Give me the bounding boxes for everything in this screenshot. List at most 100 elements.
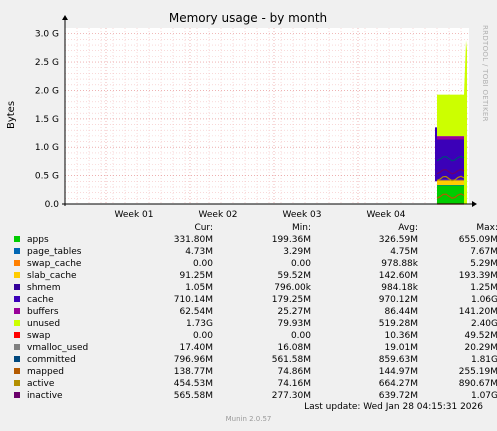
legend-name: committed <box>27 355 76 365</box>
legend-name: swap_cache <box>27 259 82 269</box>
legend-min: 79.93M <box>277 319 311 329</box>
legend-name: vmalloc_used <box>27 343 89 353</box>
legend-min: 16.08M <box>277 343 311 353</box>
legend-swatch <box>14 356 20 362</box>
legend-cur: 4.73M <box>185 247 213 257</box>
legend-max: 1.25M <box>470 283 497 293</box>
plot-area <box>65 28 469 204</box>
y-tick-label: 0.5 G <box>35 172 59 182</box>
legend-name: active <box>27 379 55 389</box>
line-committed <box>436 155 465 162</box>
header-cur: Cur: <box>194 223 213 233</box>
legend-swatch <box>14 296 20 302</box>
legend-cur: 138.77M <box>173 367 213 377</box>
legend-max: 1.81G <box>470 355 497 365</box>
munin-version: Munin 2.0.57 <box>225 415 272 423</box>
y-tick-label: 0.0 <box>45 200 60 210</box>
legend-swatch <box>14 320 20 326</box>
legend-min: 277.30M <box>271 391 311 401</box>
legend-avg: 664.27M <box>378 379 418 389</box>
rrdtool-credit: RRDTOOL / TOBI OETIKER <box>481 25 489 122</box>
legend-max: 20.29M <box>464 343 497 353</box>
legend-avg: 4.75M <box>390 247 418 257</box>
legend-avg: 519.28M <box>378 319 418 329</box>
line-mapped <box>436 193 465 199</box>
legend-max: 5.29M <box>470 259 497 269</box>
legend-max: 655.09M <box>458 235 497 245</box>
legend-min: 561.58M <box>271 355 311 365</box>
x-tick-label: Week 03 <box>283 210 322 220</box>
legend-min: 25.27M <box>277 307 311 317</box>
x-tick-label: Week 01 <box>115 210 154 220</box>
legend-avg: 970.12M <box>378 295 418 305</box>
legend-avg: 978.88k <box>381 259 418 269</box>
area-unused-spike <box>464 40 467 204</box>
memory-chart: Memory usage - by month Bytes RRDTOOL / … <box>6 11 489 220</box>
legend-max: 1.06G <box>470 295 497 305</box>
legend-name: cache <box>27 295 54 305</box>
legend-cur: 91.25M <box>179 271 213 281</box>
legend-swatch <box>14 332 20 338</box>
legend-name: swap <box>27 331 51 341</box>
y-axis-arrow <box>62 15 68 20</box>
legend-min: 0.00 <box>290 259 311 269</box>
legend-name: unused <box>27 319 61 329</box>
legend-min: 796.00k <box>274 283 311 293</box>
legend-avg: 984.18k <box>381 283 418 293</box>
legend-cur: 796.96M <box>173 355 213 365</box>
area-buffers <box>437 136 464 140</box>
legend-cur: 0.00 <box>192 259 213 269</box>
y-tick-label: 1.0 G <box>35 143 59 153</box>
legend-name: inactive <box>27 391 63 401</box>
legend-name: slab_cache <box>27 271 77 281</box>
legend-avg: 859.63M <box>378 355 418 365</box>
last-update: Last update: Wed Jan 28 04:15:31 2026 <box>304 402 483 412</box>
x-axis-arrow <box>472 201 477 207</box>
legend-avg: 10.36M <box>384 331 418 341</box>
line-active <box>436 175 465 182</box>
header-min: Min: <box>291 223 311 233</box>
legend-max: 49.52M <box>464 331 497 341</box>
legend-swatch <box>14 272 20 278</box>
legend-cur: 1.73G <box>185 319 213 329</box>
legend-max: 890.67M <box>458 379 497 389</box>
line-inactive <box>436 168 465 175</box>
legend-swatch <box>14 392 20 398</box>
legend-min: 179.25M <box>271 295 311 305</box>
area-cache-start <box>435 127 437 182</box>
legend-name: buffers <box>27 307 59 317</box>
legend-min: 74.86M <box>277 367 311 377</box>
x-ticks: Week 01 Week 02 Week 03 Week 04 <box>115 210 406 220</box>
legend-max: 193.39M <box>458 271 497 281</box>
y-ticks: 0.0 0.5 G 1.0 G 1.5 G 2.0 G 2.5 G 3.0 G <box>35 30 59 210</box>
legend-cur: 565.58M <box>173 391 213 401</box>
header-avg: Avg: <box>398 223 418 233</box>
legend-avg: 639.72M <box>378 391 418 401</box>
legend-name: page_tables <box>27 247 82 257</box>
legend-swatch <box>14 368 20 374</box>
x-tick-label: Week 04 <box>367 210 406 220</box>
legend-min: 74.16M <box>277 379 311 389</box>
legend-swatch <box>14 284 20 290</box>
legend-max: 255.19M <box>458 367 497 377</box>
legend-avg: 326.59M <box>378 235 418 245</box>
legend-max: 2.40G <box>470 319 497 329</box>
legend-cur: 0.00 <box>192 331 213 341</box>
legend-swatch <box>14 344 20 350</box>
y-tick-label: 2.5 G <box>35 58 59 68</box>
area-unused <box>437 94 464 137</box>
legend-avg: 19.01M <box>384 343 418 353</box>
area-page_tables <box>437 184 464 186</box>
legend-max: 1.07G <box>470 391 497 401</box>
legend-max: 141.20M <box>458 307 497 317</box>
legend-avg: 86.44M <box>384 307 418 317</box>
legend-swatch <box>14 236 20 242</box>
legend-cur: 710.14M <box>173 295 213 305</box>
legend-cur: 62.54M <box>179 307 213 317</box>
legend-name: mapped <box>27 367 64 377</box>
legend-cur: 331.80M <box>173 235 213 245</box>
legend-avg: 142.60M <box>378 271 418 281</box>
legend-min: 59.52M <box>277 271 311 281</box>
legend-avg: 144.97M <box>378 367 418 377</box>
legend-swatch <box>14 308 20 314</box>
